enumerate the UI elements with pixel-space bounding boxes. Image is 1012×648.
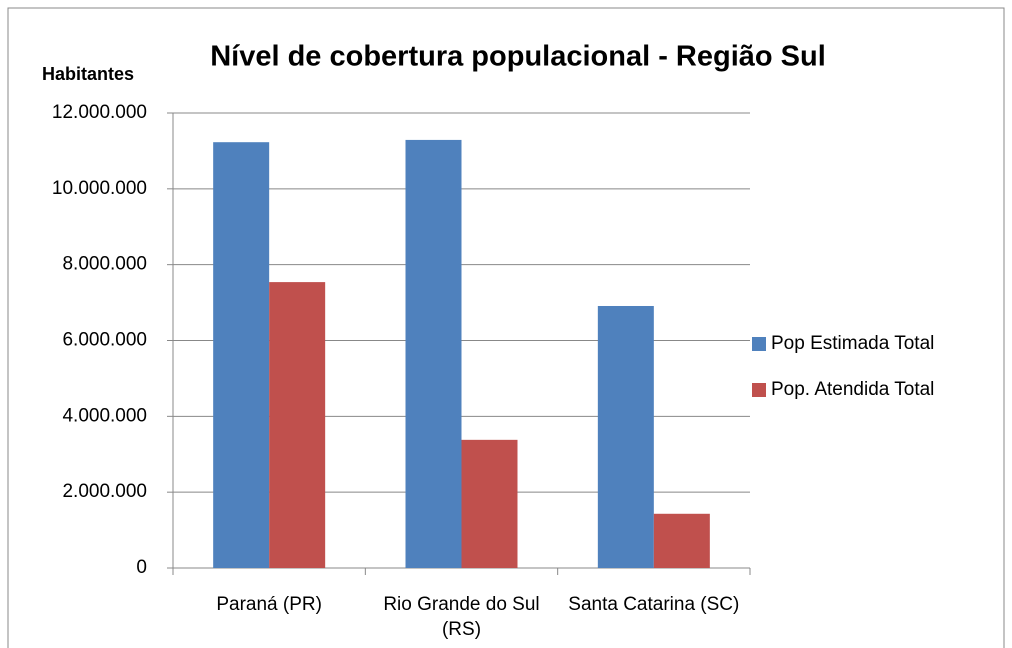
bar <box>653 513 710 568</box>
bar <box>213 142 270 568</box>
legend-label: Pop Estimada Total <box>771 333 934 354</box>
y-tick-label: 6.000.000 <box>62 330 147 351</box>
bar <box>405 139 462 568</box>
y-tick-label: 0 <box>136 557 147 578</box>
chart-title: Nível de cobertura populacional - Região… <box>210 41 826 73</box>
y-axis-label: Habitantes <box>42 64 134 84</box>
bar <box>597 305 654 568</box>
y-tick-label: 12.000.000 <box>52 102 147 123</box>
x-tick-label: Paraná (PR) <box>216 594 322 615</box>
y-tick-label: 2.000.000 <box>62 481 147 502</box>
x-tick-label: Rio Grande do Sul (RS) <box>383 594 540 640</box>
legend-swatch <box>752 383 766 397</box>
legend-label: Pop. Atendida Total <box>771 379 934 400</box>
y-tick-label: 10.000.000 <box>52 178 147 199</box>
x-tick-label: Santa Catarina (SC) <box>568 594 740 615</box>
bar <box>461 439 518 568</box>
y-tick-label: 8.000.000 <box>62 254 147 275</box>
bar <box>269 282 326 568</box>
legend-swatch <box>752 337 766 351</box>
y-tick-label: 4.000.000 <box>62 405 147 426</box>
